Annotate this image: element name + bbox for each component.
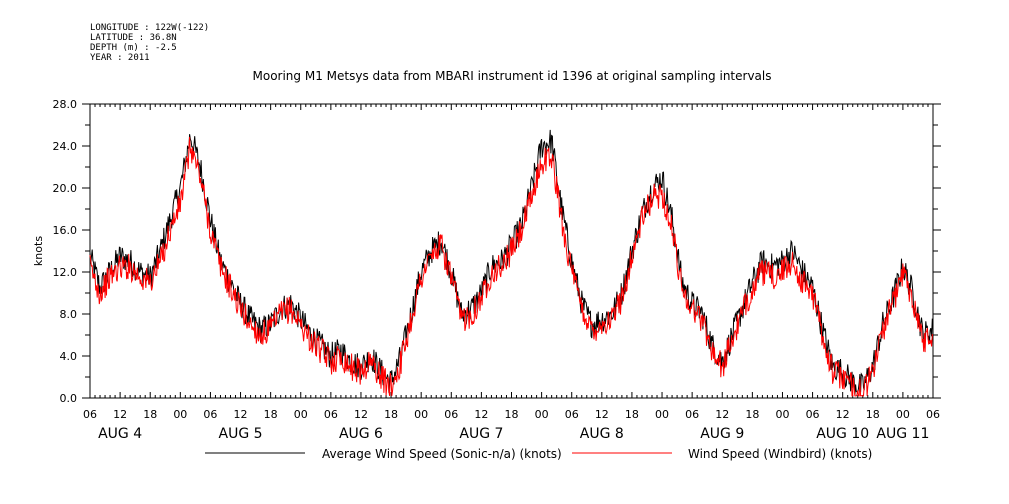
x-hour-label: 06 xyxy=(565,408,579,421)
x-hour-label: 00 xyxy=(173,408,187,421)
x-hour-label: 18 xyxy=(143,408,157,421)
x-hour-label: 06 xyxy=(926,408,940,421)
x-day-label: AUG 7 xyxy=(459,426,503,442)
y-tick-label: 12.0 xyxy=(53,266,78,279)
x-hour-label: 00 xyxy=(655,408,669,421)
x-hour-label: 00 xyxy=(414,408,428,421)
legend-label-windbird: Wind Speed (Windbird) (knots) xyxy=(688,447,872,461)
x-hour-label: 12 xyxy=(836,408,850,421)
x-hour-label: 18 xyxy=(745,408,759,421)
x-hour-label: 00 xyxy=(535,408,549,421)
x-day-label: AUG 10 xyxy=(816,426,869,442)
meta-longitude: LONGITUDE : 122W(-122) xyxy=(90,23,209,33)
y-tick-labels: 0.0 4.0 8.0 12.0 16.0 20.0 24.0 28.0 xyxy=(53,98,78,405)
x-hour-label: 12 xyxy=(715,408,729,421)
x-hour-label: 12 xyxy=(474,408,488,421)
y-tick-label: 8.0 xyxy=(60,308,78,321)
x-hour-label: 18 xyxy=(505,408,519,421)
x-hour-label: 00 xyxy=(896,408,910,421)
axis-ticks xyxy=(82,103,941,399)
x-hour-label: 06 xyxy=(806,408,820,421)
x-hour-label: 18 xyxy=(264,408,278,421)
y-tick-label: 4.0 xyxy=(60,350,78,363)
x-day-label: AUG 6 xyxy=(339,426,383,442)
x-hour-label: 12 xyxy=(595,408,609,421)
meta-latitude: LATITUDE : 36.8N xyxy=(90,33,177,43)
x-hour-label: 12 xyxy=(234,408,248,421)
series-line-sonic xyxy=(89,129,934,396)
meta-depth: DEPTH (m) : -2.5 xyxy=(90,43,177,53)
series-lines xyxy=(89,129,934,397)
series-line-windbird xyxy=(89,136,934,397)
x-hour-label: 12 xyxy=(354,408,368,421)
x-day-label: AUG 9 xyxy=(700,426,744,442)
x-hour-label: 06 xyxy=(203,408,217,421)
x-day-label: AUG 11 xyxy=(876,426,929,442)
x-day-labels: AUG 4 AUG 5 AUG 6 AUG 7 AUG 8 AUG 9 AUG 10 AUG … xyxy=(98,426,929,442)
x-hour-label: 00 xyxy=(294,408,308,421)
legend-label-sonic: Average Wind Speed (Sonic-n/a) (knots) xyxy=(322,447,562,461)
x-day-label: AUG 5 xyxy=(219,426,263,442)
x-hour-label: 18 xyxy=(866,408,880,421)
y-axis-label: knots xyxy=(32,236,45,266)
x-hour-label: 06 xyxy=(83,408,97,421)
y-tick-label: 24.0 xyxy=(53,140,78,153)
x-hour-label: 18 xyxy=(384,408,398,421)
y-tick-label: 28.0 xyxy=(53,98,78,111)
chart-title: Mooring M1 Metsys data from MBARI instru… xyxy=(253,69,772,83)
x-day-label: AUG 8 xyxy=(580,426,624,442)
meta-year: YEAR : 2011 xyxy=(90,53,150,63)
x-hour-label: 12 xyxy=(113,408,127,421)
y-tick-label: 16.0 xyxy=(53,224,78,237)
y-tick-label: 0.0 xyxy=(60,392,78,405)
x-hour-label: 18 xyxy=(625,408,639,421)
x-hour-label: 06 xyxy=(444,408,458,421)
y-tick-label: 20.0 xyxy=(53,182,78,195)
x-hour-label: 00 xyxy=(775,408,789,421)
x-hour-label: 06 xyxy=(324,408,338,421)
x-hour-labels: 06 12 18 00 06 12 18 00 06 12 18 00 06 12 18 00 06 12 18 00… xyxy=(83,408,940,421)
x-hour-label: 06 xyxy=(685,408,699,421)
x-day-label: AUG 4 xyxy=(98,426,142,442)
